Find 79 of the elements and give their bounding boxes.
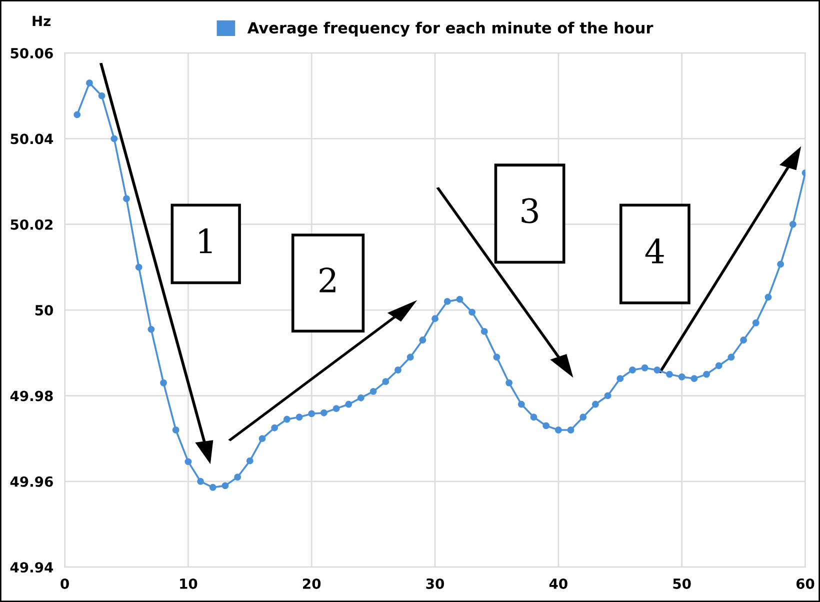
x-tick-label: 50: [673, 578, 691, 589]
x-tick-label: 40: [549, 578, 568, 589]
point: [308, 410, 316, 418]
legend-label: Average frequency for each minute of the hour: [247, 22, 654, 37]
point: [370, 388, 377, 395]
point: [542, 422, 550, 430]
point: [123, 195, 130, 202]
point: [296, 414, 303, 421]
point: [271, 424, 278, 432]
point: [98, 92, 106, 100]
x-tick-label: 0: [60, 578, 69, 589]
point: [456, 296, 464, 303]
point: [654, 366, 661, 374]
point: [530, 414, 538, 421]
point: [382, 378, 390, 386]
annotation: 2: [320, 268, 336, 292]
point: [160, 379, 167, 386]
point: [715, 362, 722, 370]
point: [74, 111, 81, 118]
point: [567, 426, 574, 434]
point: [419, 336, 426, 344]
point: [184, 458, 192, 466]
point: [604, 392, 612, 400]
x-tick-label: 60: [796, 578, 814, 589]
y-tick-label: 49.96: [10, 476, 53, 487]
y-tick-label: 49.94: [10, 562, 54, 573]
annotation: 3: [522, 198, 538, 224]
point: [518, 400, 525, 408]
point: [444, 298, 451, 305]
point: [789, 220, 796, 228]
point: [480, 328, 488, 335]
point: [764, 294, 772, 301]
x-tick-label: 10: [180, 578, 198, 589]
annotation: 1: [199, 228, 212, 254]
point: [197, 478, 204, 485]
point: [332, 405, 340, 412]
point: [209, 484, 216, 491]
point: [728, 354, 735, 361]
point: [666, 370, 673, 378]
point: [345, 400, 352, 408]
y-tick-label: 50.02: [10, 219, 52, 230]
point: [506, 379, 513, 386]
point: [283, 416, 290, 423]
point: [628, 366, 636, 374]
point: [222, 482, 229, 490]
point: [432, 315, 438, 322]
point: [592, 400, 599, 408]
point: [554, 426, 562, 434]
point: [690, 375, 698, 382]
point: [406, 354, 414, 361]
point: [148, 326, 155, 333]
y-tick-label: 49.98: [10, 390, 53, 402]
point: [580, 414, 587, 421]
point: [468, 308, 476, 316]
x-tick-label: 20: [303, 578, 321, 589]
point: [394, 366, 402, 374]
point: [357, 394, 364, 402]
point: [172, 426, 180, 434]
point: [493, 354, 500, 361]
y-tick-label: 50.04: [10, 134, 54, 144]
point: [320, 409, 328, 416]
y-axis-title: Hz: [32, 16, 51, 26]
point: [740, 336, 748, 344]
point: [641, 364, 648, 372]
y-tick-label: 50: [35, 305, 54, 316]
point: [246, 457, 254, 464]
y-tick-label: 50.06: [10, 48, 53, 58]
x-tick-label: 30: [426, 578, 444, 589]
point: [678, 373, 686, 380]
point: [752, 319, 760, 326]
point: [110, 135, 118, 142]
point: [616, 375, 624, 382]
point: [86, 79, 93, 86]
point: [703, 370, 710, 378]
point: [234, 474, 242, 481]
point: [258, 435, 266, 442]
annotation: 4: [645, 238, 664, 264]
point: [135, 264, 142, 271]
point: [777, 260, 784, 268]
